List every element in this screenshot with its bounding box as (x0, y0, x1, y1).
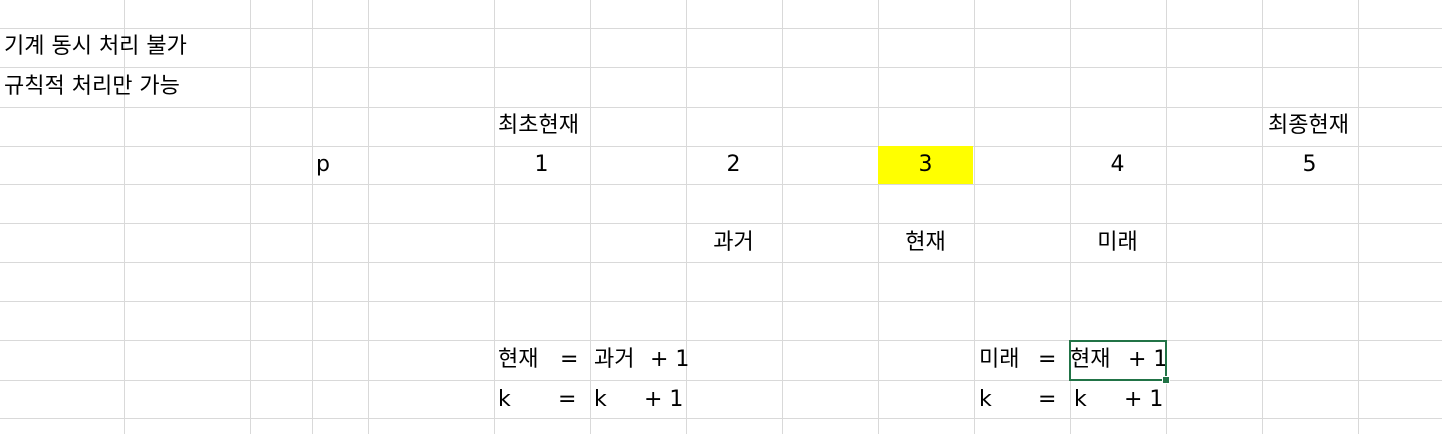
note-cell-1[interactable]: 기계 동시 처리 불가 (4, 34, 187, 59)
gridline-col-12 (1262, 0, 1263, 434)
gridline-col-5 (590, 0, 591, 434)
gridline-col-6 (686, 0, 687, 434)
note-cell-2[interactable]: 규칙적 처리만 가능 (4, 74, 180, 99)
gridline-col-7 (782, 0, 783, 434)
gridline-col-13 (1358, 0, 1359, 434)
fill-handle[interactable] (1162, 376, 1170, 384)
k1-lhs-cell[interactable]: k (498, 387, 511, 412)
label-first-present[interactable]: 최초현재 (498, 113, 579, 138)
gridline-row-5 (0, 223, 1442, 224)
selected-cell-border[interactable] (1069, 340, 1167, 381)
present-cell[interactable]: 현재 (905, 230, 946, 255)
gridline-row-4 (0, 184, 1442, 185)
k2-equals[interactable]: = (1038, 387, 1057, 412)
eq2-rhs-cell[interactable]: 현재 (1070, 347, 1111, 372)
eq1-rhs-cell[interactable]: 과거 (594, 347, 635, 372)
gridline-row-10 (0, 418, 1442, 419)
gridline-col-8 (878, 0, 879, 434)
label-final-present[interactable]: 최종현재 (1268, 113, 1349, 138)
eq1-equals[interactable]: = (560, 347, 579, 372)
gridline-row-2 (0, 107, 1442, 108)
gridline-row-6 (0, 262, 1442, 263)
gridline-col-4 (494, 0, 495, 434)
gridline-col-2 (312, 0, 313, 434)
gridline-col-10 (1070, 0, 1071, 434)
k2-plus[interactable]: + 1 (1124, 387, 1164, 412)
future-cell[interactable]: 미래 (1097, 230, 1138, 255)
number-cell-3[interactable]: 3 (918, 152, 933, 177)
gridline-col-11 (1166, 0, 1167, 434)
gridline-row-1 (0, 67, 1442, 68)
gridline-col-0 (124, 0, 125, 434)
highlighted-cell[interactable] (878, 146, 973, 184)
number-cell-4[interactable]: 4 (1110, 152, 1125, 177)
eq1-lhs-cell[interactable]: 현재 (498, 347, 539, 372)
eq2-lhs-cell[interactable]: 미래 (979, 347, 1020, 372)
gridline-row-9 (0, 380, 1442, 381)
number-cell-2[interactable]: 2 (726, 152, 741, 177)
k1-plus[interactable]: + 1 (644, 387, 684, 412)
gridline-col-3 (368, 0, 369, 434)
gridline-col-9 (974, 0, 975, 434)
eq2-equals[interactable]: = (1038, 347, 1057, 372)
gridline-row-0 (0, 28, 1442, 29)
gridline-col-1 (250, 0, 251, 434)
k2-rhs-cell[interactable]: k (1074, 387, 1087, 412)
k1-equals[interactable]: = (558, 387, 577, 412)
gridline-row-3 (0, 146, 1442, 147)
eq2-plus[interactable]: + 1 (1128, 347, 1168, 372)
p-label-cell[interactable]: p (316, 152, 330, 177)
gridline-row-8 (0, 340, 1442, 341)
number-cell-1[interactable]: 1 (534, 152, 549, 177)
number-cell-5[interactable]: 5 (1302, 152, 1317, 177)
k2-lhs-cell[interactable]: k (979, 387, 992, 412)
eq1-plus[interactable]: + 1 (650, 347, 690, 372)
gridline-row-7 (0, 301, 1442, 302)
k1-rhs-cell[interactable]: k (594, 387, 607, 412)
past-cell[interactable]: 과거 (713, 230, 754, 255)
